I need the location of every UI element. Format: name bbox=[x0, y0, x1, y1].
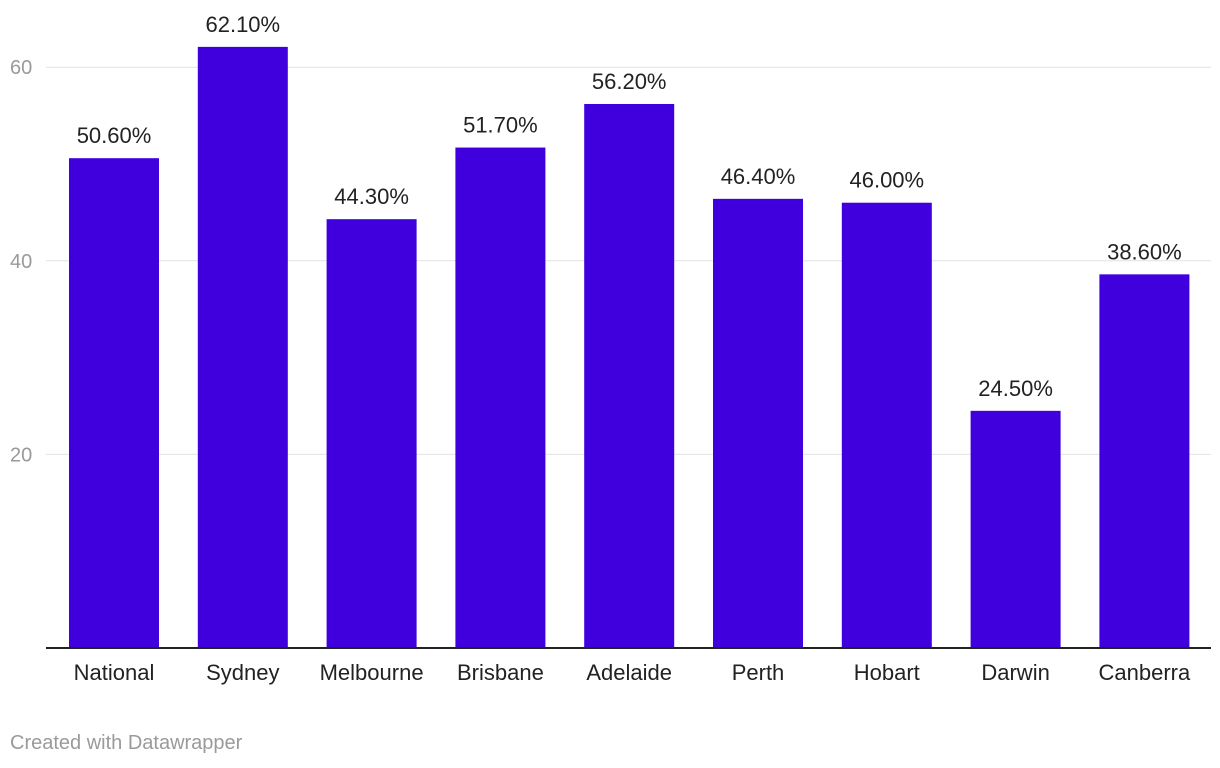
category-label: Adelaide bbox=[586, 660, 672, 685]
bar-value-label: 46.40% bbox=[721, 164, 796, 189]
bar-value-label: 24.50% bbox=[978, 376, 1053, 401]
bar-value-label: 46.00% bbox=[849, 168, 924, 193]
bar bbox=[584, 103, 675, 648]
bar bbox=[197, 46, 288, 648]
bar bbox=[326, 219, 417, 648]
y-tick-label: 40 bbox=[10, 251, 32, 273]
bar bbox=[970, 410, 1061, 648]
bars bbox=[69, 46, 1190, 648]
bar bbox=[1099, 274, 1190, 648]
category-label: Canberra bbox=[1099, 660, 1191, 685]
bar-value-label: 50.60% bbox=[77, 123, 152, 148]
category-label: National bbox=[74, 660, 155, 685]
bar bbox=[455, 147, 546, 648]
category-label: Sydney bbox=[206, 660, 279, 685]
bar-value-label: 38.60% bbox=[1107, 239, 1182, 264]
category-label: Darwin bbox=[981, 660, 1049, 685]
y-tick-label: 20 bbox=[10, 444, 32, 466]
category-label: Perth bbox=[732, 660, 785, 685]
category-labels: National Sydney Melbourne Brisbane Adelaide P… bbox=[74, 660, 1191, 685]
credit-text: Created with Datawrapper bbox=[10, 732, 243, 754]
bar-value-label: 51.70% bbox=[463, 113, 538, 138]
bar bbox=[713, 198, 803, 648]
category-label: Hobart bbox=[854, 660, 920, 685]
category-label: Melbourne bbox=[320, 660, 424, 685]
y-axis-ticks: 20 40 60 bbox=[10, 57, 32, 466]
category-label: Brisbane bbox=[457, 660, 544, 685]
value-labels: 50.60% 62.10% 44.30% 51.70% 56.20% 46.40% 46.0… bbox=[77, 12, 1182, 401]
bar bbox=[841, 202, 932, 648]
bar-value-label: 44.30% bbox=[334, 184, 409, 209]
bar-value-label: 62.10% bbox=[205, 12, 280, 37]
bar bbox=[69, 158, 159, 648]
bar-value-label: 56.20% bbox=[592, 69, 667, 94]
y-tick-label: 60 bbox=[10, 57, 32, 79]
